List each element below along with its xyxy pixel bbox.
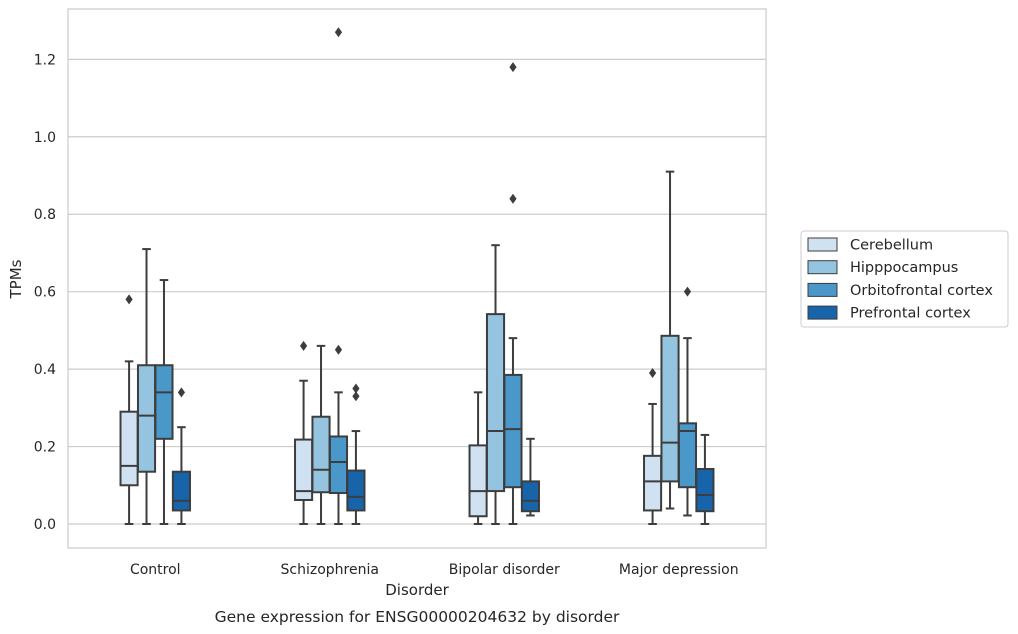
y-axis-ticks: 0.0 0.2 0.4 0.6 0.8 1.0 1.2 [34,52,56,533]
box-iqr [311,415,331,494]
outlier-point [509,193,517,204]
x-tick-label: Control [130,562,181,578]
box-cerebellum [468,391,488,525]
box-iqr [695,468,715,513]
grid-lines [68,58,766,525]
box-orbitofrontal-cortex [503,62,523,525]
outlier-point [177,387,186,398]
box-prefrontal-cortex [346,383,366,525]
outlier-point [334,344,343,355]
box-cerebellum [294,340,314,525]
box-hipppocampus [136,248,157,525]
legend-frame [800,230,1009,328]
y-tick-label: 0.4 [34,362,56,378]
legend-swatch [807,282,838,297]
box-iqr [468,444,488,518]
legend-label: Cerebellum [850,238,933,254]
chart-caption: Gene expression for ENSG00000204632 by d… [215,608,620,626]
box-iqr [119,410,139,487]
outlier-point [125,294,133,305]
box-orbitofrontal-cortex [154,279,174,525]
y-tick-label: 1.2 [34,52,56,68]
outlier-point [352,383,360,394]
outlier-point [352,391,360,402]
legend: Cerebellum Hipppocampus Orbitofrontal cort… [800,230,1009,328]
legend-swatch [807,237,838,252]
boxes-layer [119,27,715,525]
legend-label: Hipppocampus [850,260,958,276]
box-orbitofrontal-cortex [328,27,349,525]
y-tick-label: 0.2 [34,440,56,456]
outlier-point [683,286,692,297]
box-iqr [520,480,540,513]
y-tick-label: 0.6 [34,285,56,301]
outlier-point [299,340,308,351]
x-tick-label: Schizophrenia [281,562,379,578]
x-axis-ticks: Control Schizophrenia Bipolar disorder Majo… [130,562,739,578]
box-prefrontal-cortex [520,437,540,517]
box-cerebellum [119,294,139,525]
box-iqr [677,422,698,489]
legend-label: Prefrontal cortex [850,306,971,322]
box-hipppocampus [660,170,680,510]
box-iqr [485,313,506,493]
y-tick-label: 0.0 [34,517,56,533]
outlier-point [648,367,657,378]
box-hipppocampus [485,244,506,525]
legend-label: Orbitofrontal cortex [850,283,993,299]
y-tick-label: 1.0 [34,130,56,146]
box-cerebellum [643,367,663,525]
box-prefrontal-cortex [695,433,715,525]
x-tick-label: Bipolar disorder [449,562,560,578]
box-iqr [154,364,174,440]
box-hipppocampus [311,344,331,525]
y-tick-label: 0.8 [34,207,56,223]
box-iqr [660,334,680,483]
box-iqr [328,435,349,495]
x-tick-label: Major depression [619,562,739,578]
legend-swatch [807,305,838,320]
box-orbitofrontal-cortex [677,286,698,517]
x-axis-title: Disorder [385,581,449,599]
legend-swatch [807,260,838,275]
box-prefrontal-cortex [171,387,191,525]
outlier-point [509,62,517,73]
box-iqr [346,469,366,512]
box-iqr [643,454,663,512]
outlier-point [334,27,343,38]
box-iqr [503,373,523,489]
box-iqr [171,470,191,512]
plot-area-frame [67,8,767,549]
y-axis-title: TPMs [7,259,25,299]
box-iqr [136,364,157,473]
